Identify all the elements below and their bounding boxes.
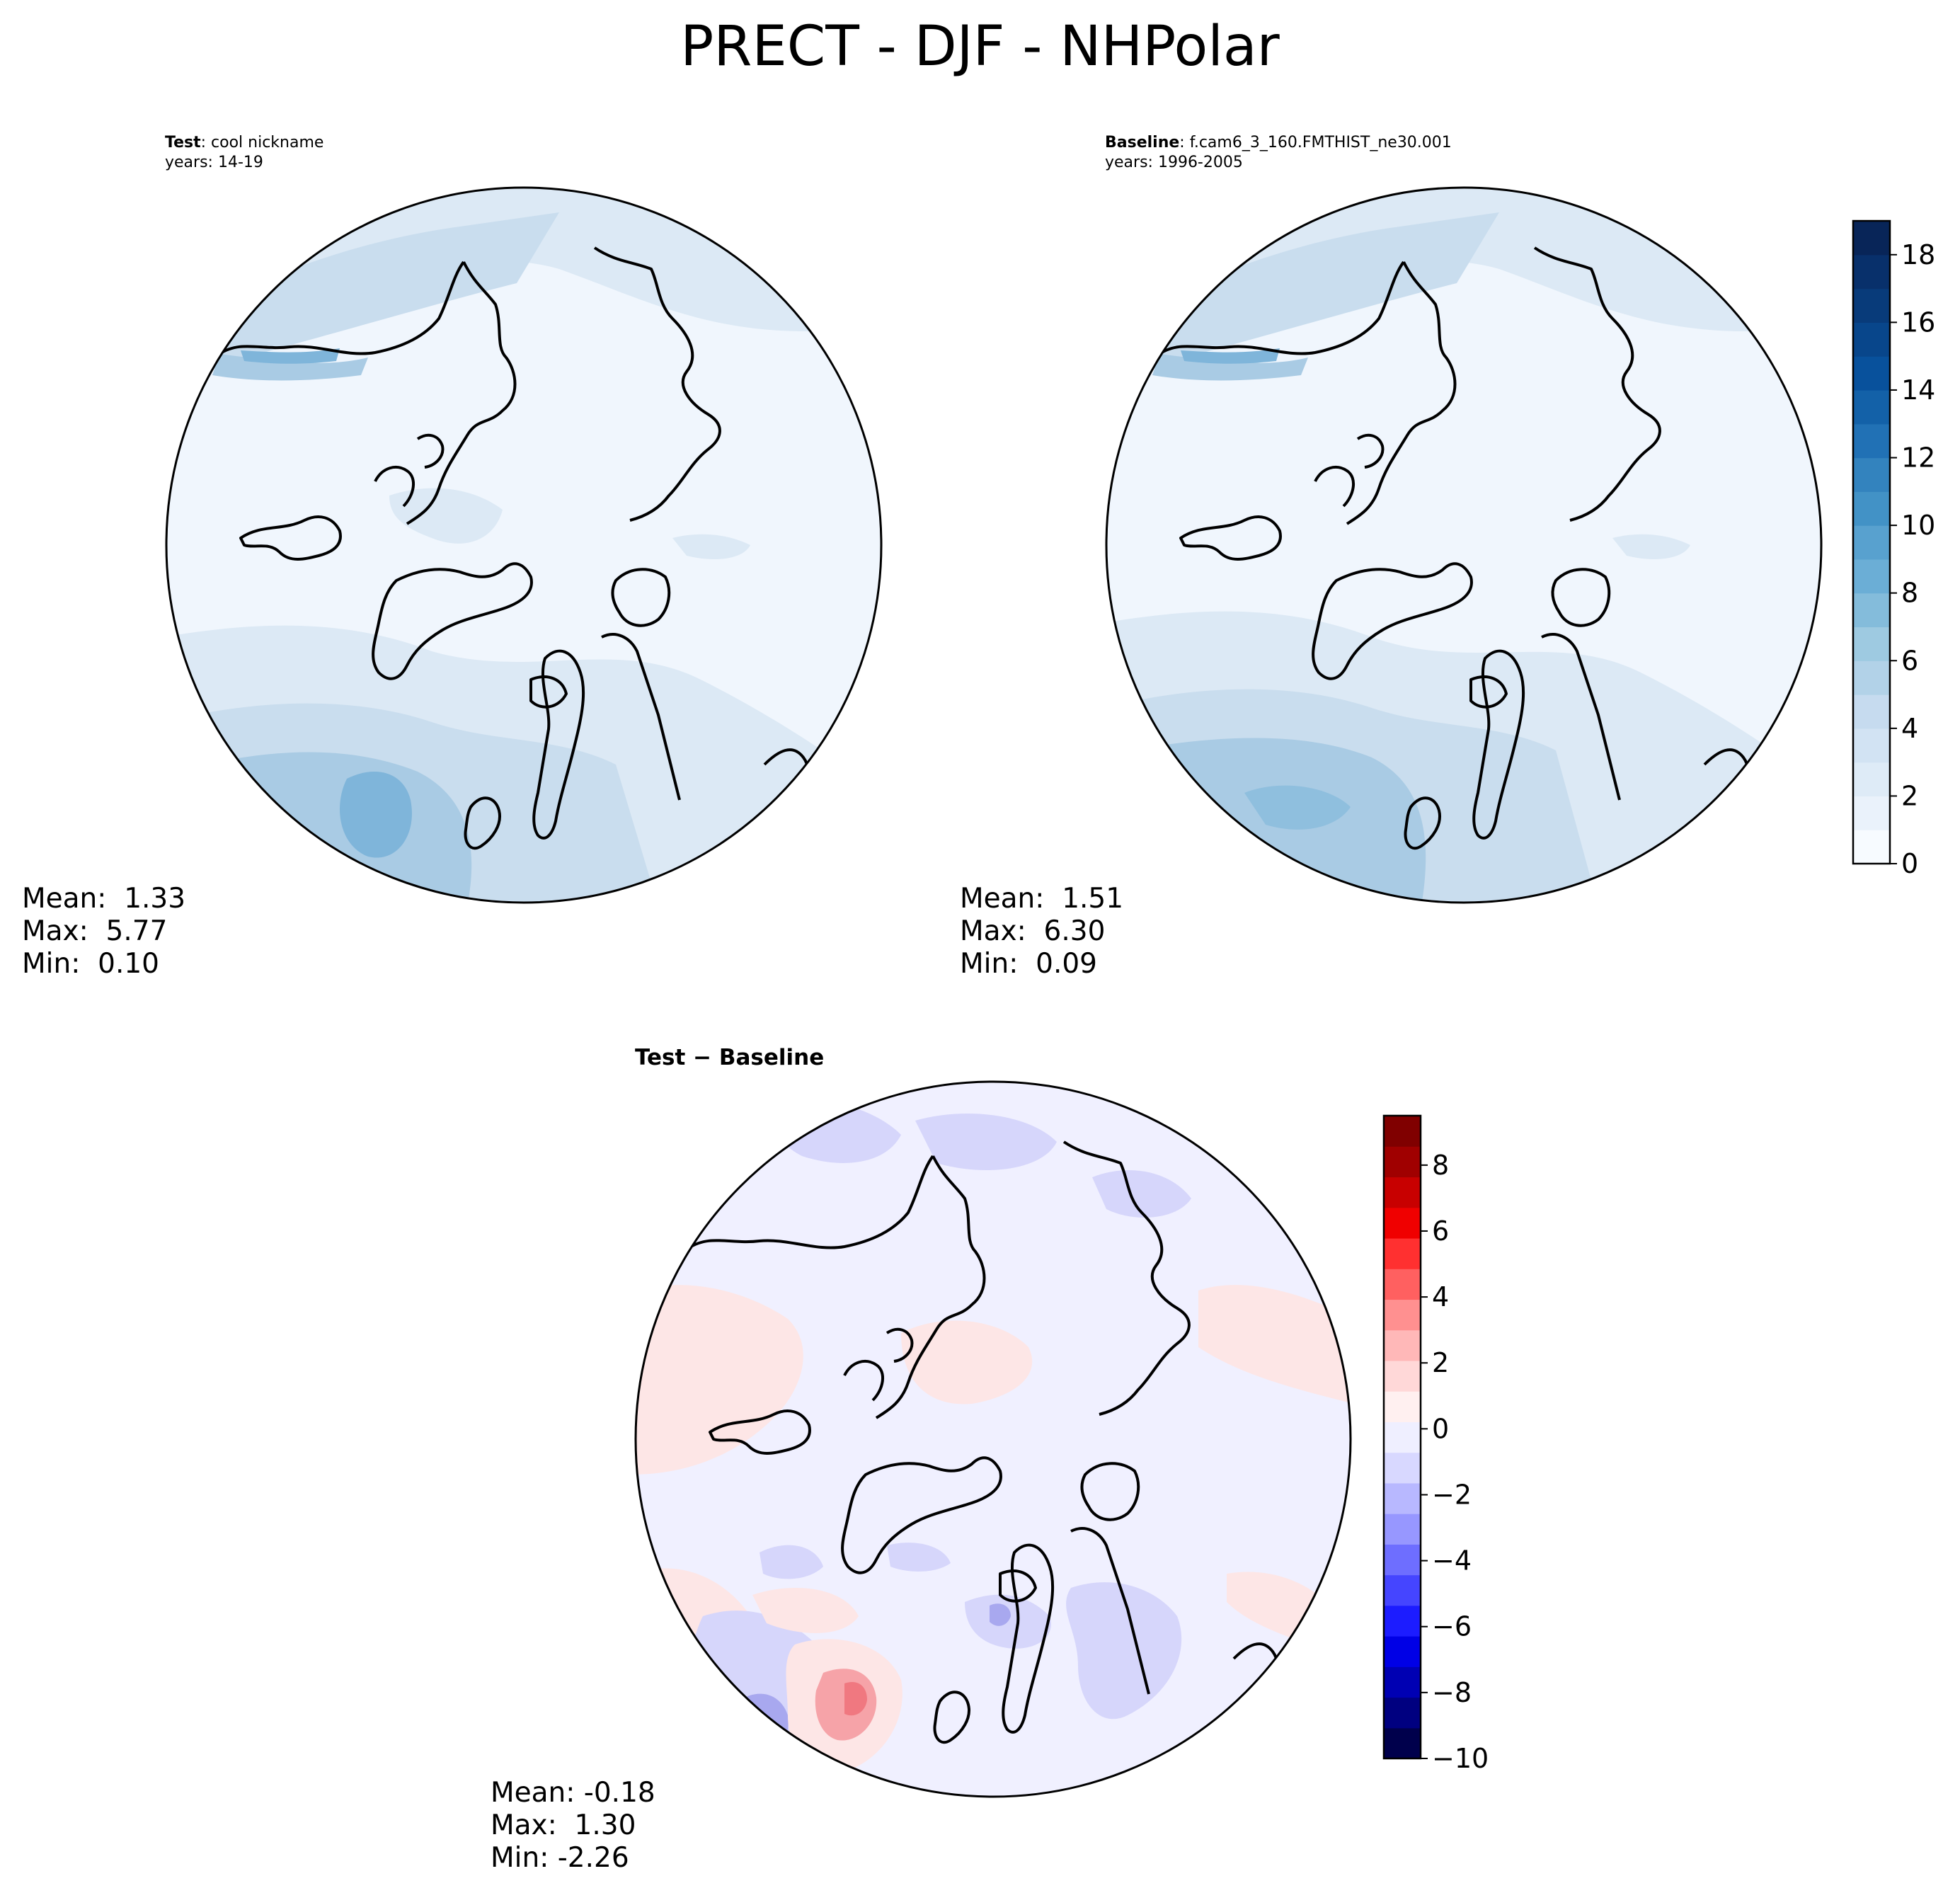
colorbar-difference-level: [1384, 1421, 1421, 1453]
colorbar-difference-tick-label: −10: [1432, 1743, 1489, 1774]
colorbar-difference-level: [1384, 1329, 1421, 1361]
colorbar-main-level: [1853, 762, 1890, 797]
colorbar-main-tick-label: 16: [1901, 307, 1935, 338]
colorbar-difference-tick-label: −6: [1432, 1611, 1472, 1642]
colorbar-main-tick-label: 18: [1901, 239, 1935, 270]
colorbar-main-level: [1853, 457, 1890, 492]
colorbar-difference-level: [1384, 1237, 1421, 1269]
colorbar-main-level: [1853, 660, 1890, 695]
baseline-mean: Mean: 1.51: [960, 883, 1124, 915]
colorbar-difference-level: [1384, 1544, 1421, 1576]
test-mean: Mean: 1.33: [22, 883, 186, 915]
test-label-name: : cool nickname: [200, 134, 324, 151]
colorbar-main-level: [1853, 288, 1890, 323]
colorbar-main-level: [1853, 728, 1890, 763]
colorbar-difference-level: [1384, 1299, 1421, 1331]
colorbar-difference-level: [1384, 1207, 1421, 1239]
colorbar-difference-tick-label: 6: [1432, 1215, 1449, 1247]
colorbar-difference-level: [1384, 1605, 1421, 1637]
colorbar-difference-level: [1384, 1360, 1421, 1392]
colorbar-difference-level: [1384, 1391, 1421, 1422]
colorbar-difference-level: [1384, 1116, 1421, 1147]
colorbar-difference-tick-label: −8: [1432, 1677, 1472, 1708]
test-max: Max: 5.77: [22, 915, 168, 947]
baseline-stats: Mean: 1.51 Max: 6.30 Min: 0.09: [960, 883, 1123, 980]
colorbar-difference-tick-label: −2: [1432, 1479, 1472, 1510]
colorbar-difference-level: [1384, 1514, 1421, 1545]
colorbar-main-tick-label: 10: [1901, 510, 1935, 541]
colorbar-difference-level: [1384, 1697, 1421, 1729]
colorbar-difference-tick-label: −4: [1432, 1545, 1472, 1577]
colorbar-main-tick-label: 6: [1901, 645, 1918, 676]
colorbar-difference-level: [1384, 1482, 1421, 1514]
colorbar-difference-level: [1384, 1574, 1421, 1606]
baseline-label-bold: Baseline: [1105, 134, 1180, 151]
colorbar-main-level: [1853, 627, 1890, 661]
difference-max: Max: 1.30: [491, 1809, 636, 1841]
baseline-years: years: 1996-2005: [1105, 154, 1243, 171]
colorbar-difference-level: [1384, 1727, 1421, 1759]
colorbar-difference-level: [1384, 1269, 1421, 1300]
colorbar-difference-level: [1384, 1146, 1421, 1178]
test-label-bold: Test: [165, 134, 201, 151]
test-stats: Mean: 1.33 Max: 5.77 Min: 0.10: [22, 883, 185, 980]
baseline-min: Min: 0.09: [960, 948, 1097, 980]
test-panel-label: Test: cool nickname years: 14-19: [165, 133, 323, 173]
difference-mean: Mean: -0.18: [491, 1777, 655, 1809]
colorbar-main-level: [1853, 694, 1890, 729]
baseline-label-name: : f.cam6_3_160.FMTHIST_ne30.001: [1179, 134, 1452, 151]
colorbar-difference-level: [1384, 1177, 1421, 1208]
colorbar-difference-tick-label: 8: [1432, 1150, 1449, 1181]
figure-title: PRECT - DJF - NHPolar: [680, 15, 1280, 79]
colorbar-main-level: [1853, 593, 1890, 628]
colorbar-main-tick-label: 8: [1901, 578, 1918, 609]
colorbar-main-level: [1853, 356, 1890, 391]
difference-min: Min: -2.26: [491, 1842, 629, 1874]
baseline-max: Max: 6.30: [960, 915, 1106, 947]
colorbar-main-level: [1853, 525, 1890, 560]
colorbar-main-level: [1853, 796, 1890, 830]
colorbar-difference-level: [1384, 1636, 1421, 1667]
colorbar-main-tick-label: 4: [1901, 713, 1918, 744]
colorbar-main-level: [1853, 389, 1890, 425]
colorbar-difference-frame: [1382, 1114, 1422, 1760]
colorbar-main-level: [1853, 423, 1890, 459]
baseline-panel-label: Baseline: f.cam6_3_160.FMTHIST_ne30.001 …: [1105, 133, 1452, 173]
difference-map: [634, 1080, 1352, 1798]
difference-panel-label: Test − Baseline: [635, 1045, 825, 1070]
test-years: years: 14-19: [165, 154, 263, 171]
colorbar-difference-tick-label: 0: [1432, 1413, 1449, 1444]
colorbar-main-tick-label: 14: [1901, 374, 1935, 406]
difference-stats: Mean: -0.18 Max: 1.30 Min: -2.26: [491, 1777, 655, 1875]
test-map: [165, 186, 883, 904]
test-min: Min: 0.10: [22, 948, 159, 980]
colorbar-main-level: [1853, 491, 1890, 526]
colorbar-main: 0 2 4 6 8 10 12 14 16 18: [1852, 219, 1935, 879]
colorbar-difference-tick-label: 2: [1432, 1347, 1449, 1378]
baseline-map: [1105, 186, 1823, 904]
colorbar-main-frame: [1852, 219, 1891, 865]
colorbar-difference-tick-label: 4: [1432, 1281, 1449, 1312]
colorbar-main-tick-label: 0: [1901, 848, 1918, 879]
colorbar-difference: −10 −8 −6 −4 −2 0 2 4 6 8: [1382, 1114, 1489, 1774]
colorbar-main-tick-label: 2: [1901, 780, 1918, 811]
colorbar-main-tick-label: 12: [1901, 442, 1935, 474]
colorbar-main-level: [1853, 322, 1890, 357]
colorbar-main-level: [1853, 830, 1890, 864]
colorbar-main-level: [1853, 254, 1890, 290]
colorbar-difference-level: [1384, 1452, 1421, 1484]
colorbar-main-level: [1853, 221, 1890, 256]
colorbar-main-level: [1853, 559, 1890, 594]
colorbar-difference-level: [1384, 1666, 1421, 1698]
